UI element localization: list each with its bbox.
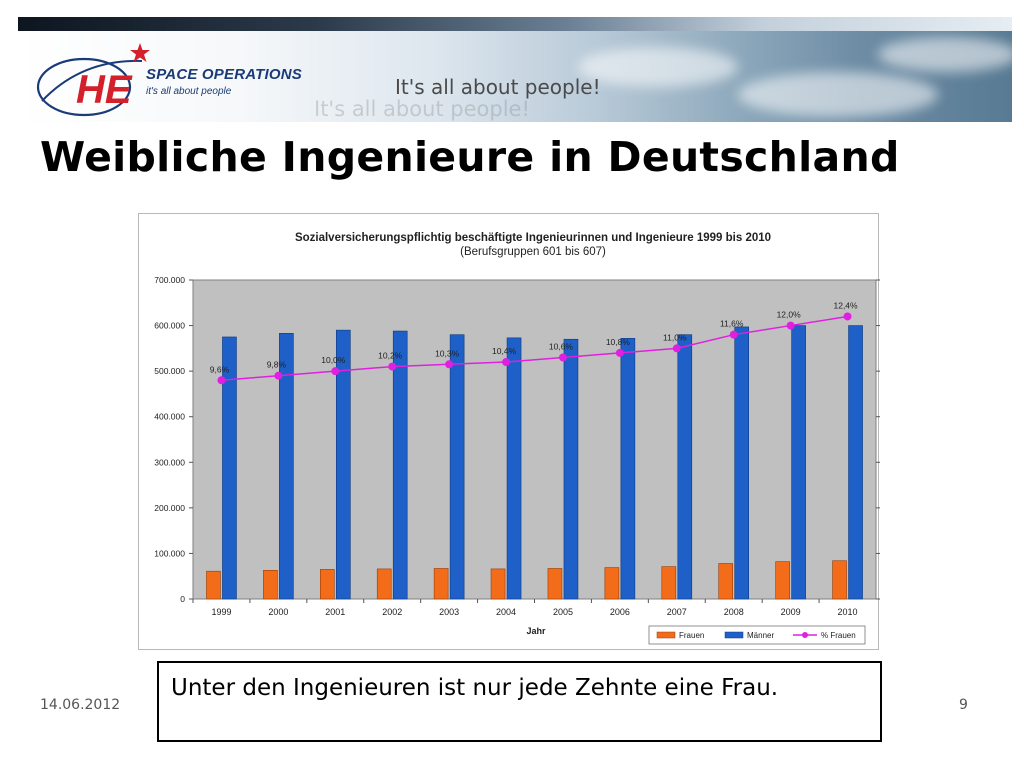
- bar-frauen: [832, 560, 847, 600]
- y-left-tick-label: 400.000: [154, 412, 185, 422]
- y-left-tick-label: 600.000: [154, 321, 185, 331]
- chart-title: Sozialversicherungspflichtig beschäftigt…: [295, 232, 771, 244]
- bar-maenner: [620, 338, 636, 600]
- cloud-decoration: [738, 72, 938, 117]
- brand-name: SPACE OPERATIONS: [146, 66, 302, 83]
- cloud-decoration: [878, 37, 1012, 72]
- slide-date: 14.06.2012: [40, 697, 121, 713]
- bar-frauen: [718, 563, 734, 600]
- bar-frauen: [206, 570, 221, 600]
- plot-area: [192, 279, 877, 600]
- bar-frauen: [547, 568, 563, 600]
- data-label-prozent: 10,3%: [435, 348, 460, 358]
- bar-frauen: [376, 568, 392, 600]
- data-label-prozent: 10,2%: [378, 351, 403, 361]
- data-label-prozent: 11,6%: [720, 319, 744, 329]
- x-tick-label: 1999: [211, 607, 231, 617]
- x-tick-label: 2006: [610, 607, 630, 617]
- point-prozent-frauen: [274, 371, 283, 380]
- legend-label-prozent: % Frauen: [821, 631, 856, 640]
- y-left-tick-label: 100.000: [154, 548, 185, 558]
- y-left-tick-label: 700.000: [154, 275, 185, 285]
- slogan-reflection: It's all about people!: [314, 97, 530, 121]
- slogan: It's all about people!: [395, 75, 601, 99]
- x-tick-label: 2005: [553, 607, 573, 617]
- legend-marker-prozent: [802, 632, 808, 638]
- bar-maenner: [506, 337, 522, 600]
- data-label-prozent: 10,8%: [606, 337, 631, 347]
- bar-maenner: [677, 334, 693, 600]
- point-prozent-frauen: [615, 348, 624, 357]
- y-left-tick-label: 0: [180, 594, 185, 604]
- point-prozent-frauen: [502, 358, 511, 367]
- x-tick-label: 2004: [496, 607, 516, 617]
- point-prozent-frauen: [843, 312, 852, 321]
- bar-maenner: [791, 325, 806, 600]
- legend-label-maenner: Männer: [747, 631, 774, 640]
- page-number: 9: [959, 697, 968, 713]
- line-prozent-frauen: [221, 315, 848, 382]
- legend-swatch-maenner: [724, 631, 744, 639]
- bar-frauen: [604, 567, 620, 600]
- legend-box: [648, 625, 866, 645]
- point-prozent-frauen: [445, 360, 454, 369]
- data-label-prozent: 12,0%: [777, 310, 802, 320]
- chart-subtitle: (Berufsgruppen 601 bis 607): [460, 246, 606, 258]
- data-label-prozent: 10,4%: [492, 346, 517, 356]
- bar-frauen: [661, 566, 677, 600]
- data-label-prozent: 10,0%: [321, 355, 346, 365]
- bar-frauen: [775, 561, 790, 600]
- cloud-decoration: [578, 47, 738, 87]
- header-banner: HE SPACE OPERATIONS it's all about peopl…: [18, 17, 1012, 122]
- point-prozent-frauen: [331, 367, 340, 376]
- point-prozent-frauen: [786, 321, 795, 330]
- x-tick-label: 2008: [724, 607, 744, 617]
- point-prozent-frauen: [729, 330, 738, 339]
- y-left-tick-label: 200.000: [154, 503, 185, 513]
- data-label-prozent: 10,6%: [549, 341, 574, 351]
- x-tick-label: 2001: [325, 607, 345, 617]
- company-logo-icon: HE: [36, 43, 150, 117]
- data-label-prozent: 11,0%: [663, 332, 687, 342]
- banner-top-strip: [18, 17, 1012, 31]
- bar-frauen: [433, 568, 449, 600]
- bar-maenner: [449, 334, 465, 600]
- callout-box: Unter den Ingenieuren ist nur jede Zehnt…: [157, 661, 882, 742]
- legend-swatch-frauen: [656, 631, 676, 639]
- x-tick-label: 2007: [667, 607, 687, 617]
- bar-maenner: [335, 329, 351, 600]
- brand-tagline: it's all about people: [146, 86, 232, 97]
- bar-frauen: [319, 569, 335, 600]
- x-tick-label: 2002: [382, 607, 402, 617]
- bar-maenner: [848, 325, 863, 600]
- bar-maenner: [734, 326, 750, 600]
- bar-maenner: [392, 330, 408, 600]
- bar-maenner: [563, 338, 579, 600]
- bar-frauen: [263, 569, 278, 600]
- slide-title: Weibliche Ingenieure in Deutschland: [40, 133, 900, 181]
- bar-frauen: [490, 568, 506, 600]
- bar-maenner: [222, 336, 237, 600]
- y-left-tick-label: 500.000: [154, 366, 185, 376]
- data-label-prozent: 12,4%: [833, 300, 858, 310]
- logo-letters: HE: [76, 68, 133, 112]
- data-label-prozent: 9,8%: [267, 360, 287, 370]
- x-axis-label: Jahr: [526, 626, 546, 636]
- combo-chart: Sozialversicherungspflichtig beschäftigt…: [154, 232, 880, 645]
- point-prozent-frauen: [388, 362, 397, 371]
- x-tick-label: 2003: [439, 607, 459, 617]
- x-tick-label: 2010: [838, 607, 858, 617]
- data-label-prozent: 9,6%: [210, 364, 230, 374]
- bar-maenner: [279, 333, 294, 600]
- x-tick-label: 2000: [268, 607, 288, 617]
- point-prozent-frauen: [672, 344, 681, 353]
- point-prozent-frauen: [558, 353, 567, 362]
- x-tick-label: 2009: [781, 607, 801, 617]
- chart-frame: Sozialversicherungspflichtig beschäftigt…: [138, 213, 880, 650]
- legend-label-frauen: Frauen: [679, 631, 704, 640]
- point-prozent-frauen: [217, 376, 226, 385]
- y-left-tick-label: 300.000: [154, 457, 185, 467]
